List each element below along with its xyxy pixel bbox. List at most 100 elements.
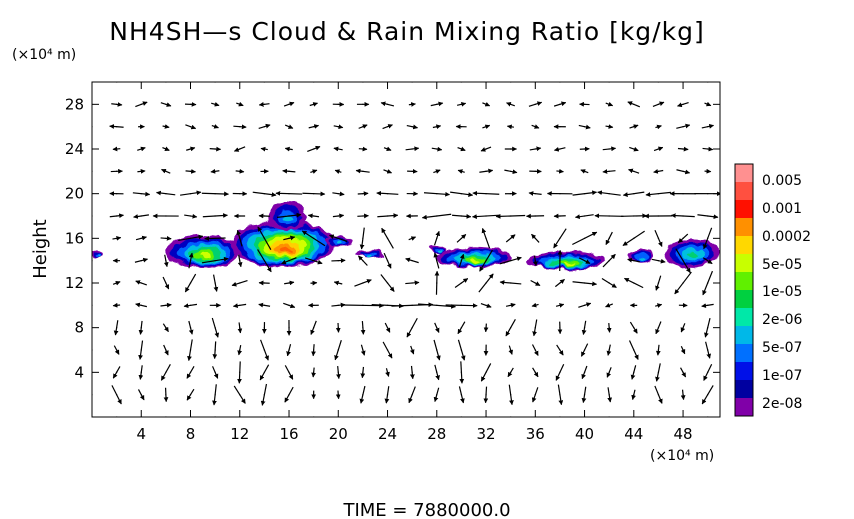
y-axis-label: Height xyxy=(30,219,51,279)
x-unit-label: (×10⁴ m) xyxy=(650,448,714,464)
wind-vector xyxy=(597,190,621,196)
wind-vector xyxy=(528,101,543,107)
wind-vector xyxy=(202,213,228,218)
x-tick-label: 24 xyxy=(378,425,397,443)
colorbar: 0.005 0.001 0.0002 5e-05 1e-05 2e-06 5e-07 1e-0… xyxy=(734,163,811,417)
wind-vector xyxy=(624,277,644,289)
wind-vector xyxy=(578,257,591,265)
grid-dot xyxy=(732,104,733,105)
wind-vector xyxy=(302,191,326,197)
wind-vector xyxy=(405,146,420,152)
wind-vector xyxy=(457,169,465,174)
wind-vector xyxy=(380,274,395,292)
wind-vector xyxy=(627,101,641,108)
wind-vector xyxy=(211,124,219,129)
wind-vector xyxy=(342,303,385,309)
wind-vector xyxy=(332,213,345,219)
wind-vector xyxy=(680,389,686,401)
wind-vector xyxy=(631,389,636,401)
wind-vector xyxy=(237,361,242,384)
wind-vector xyxy=(382,341,393,359)
wind-vector xyxy=(382,124,393,130)
wind-vector xyxy=(333,280,343,286)
wind-vector xyxy=(284,146,293,152)
wind-vector xyxy=(357,213,369,219)
wind-vector xyxy=(310,320,317,335)
wind-vector xyxy=(336,366,341,380)
wind-vector xyxy=(186,365,195,379)
colorbar-label: 5e-05 xyxy=(762,257,802,273)
wind-vector xyxy=(161,168,171,174)
wind-vector xyxy=(383,252,392,269)
wind-vector xyxy=(301,230,326,247)
wind-vector xyxy=(180,190,202,196)
wind-vector xyxy=(201,191,229,197)
wind-vector xyxy=(602,169,616,174)
wind-vector xyxy=(405,257,419,264)
grid-dot xyxy=(732,238,733,239)
wind-vector xyxy=(334,339,342,361)
grid-dot xyxy=(732,260,733,261)
wind-vector xyxy=(629,124,639,129)
wind-vector xyxy=(163,254,169,268)
wind-vector xyxy=(252,191,277,197)
wind-vector xyxy=(212,274,219,292)
wind-vector xyxy=(408,102,416,107)
wind-vector xyxy=(257,226,272,250)
wind-vector xyxy=(237,345,243,356)
wind-vector xyxy=(111,102,123,107)
y-tick-label: 12 xyxy=(65,274,84,292)
grid-dot xyxy=(732,416,733,417)
x-tick-label: 4 xyxy=(136,425,146,443)
wind-vector xyxy=(360,344,366,356)
wind-vector xyxy=(258,123,271,129)
colorbar-label: 0.005 xyxy=(762,173,802,189)
wind-vector xyxy=(434,322,440,333)
grid-dot xyxy=(732,148,733,149)
x-tick-label: 28 xyxy=(427,425,446,443)
colorbar-swatch xyxy=(735,254,753,273)
wind-vector xyxy=(178,234,204,242)
colorbar-swatch xyxy=(735,164,753,183)
wind-vector xyxy=(457,339,466,361)
wind-vector xyxy=(260,146,268,152)
wind-vector xyxy=(622,230,645,247)
wind-vector xyxy=(358,124,368,129)
cloud-blob xyxy=(527,251,605,270)
wind-vector xyxy=(479,168,494,174)
colorbar-swatch xyxy=(735,344,753,363)
wind-vector xyxy=(384,322,391,333)
colorbar-swatch xyxy=(735,218,753,237)
wind-vector xyxy=(259,364,270,381)
wind-vector xyxy=(456,101,467,107)
grid-dot xyxy=(732,394,733,395)
wind-vector xyxy=(163,387,169,403)
x-tick-label: 8 xyxy=(186,425,196,443)
wind-vector xyxy=(284,386,294,403)
wind-vector xyxy=(283,235,296,241)
wind-vector xyxy=(506,102,516,107)
colorbar-swatch xyxy=(735,398,753,417)
wind-vector xyxy=(505,319,516,337)
x-tick-label: 48 xyxy=(674,425,693,443)
wind-vector xyxy=(653,146,664,152)
wind-vector xyxy=(185,168,196,174)
wind-vector xyxy=(308,124,320,129)
grid-dot xyxy=(732,282,733,283)
wind-vector xyxy=(580,169,589,174)
wind-vector xyxy=(605,124,614,129)
wind-vector xyxy=(505,234,516,243)
wind-vector xyxy=(384,386,390,404)
wind-vector xyxy=(138,320,144,335)
wind-vector xyxy=(702,270,714,296)
wind-vector xyxy=(607,387,613,403)
wind-vector xyxy=(572,281,598,287)
wind-vector xyxy=(655,344,661,356)
wind-vector xyxy=(188,320,194,335)
wind-vector xyxy=(408,386,416,404)
wind-vector xyxy=(354,279,372,287)
wind-vector xyxy=(133,214,149,219)
wind-vector xyxy=(311,344,316,357)
wind-vector xyxy=(184,273,197,293)
